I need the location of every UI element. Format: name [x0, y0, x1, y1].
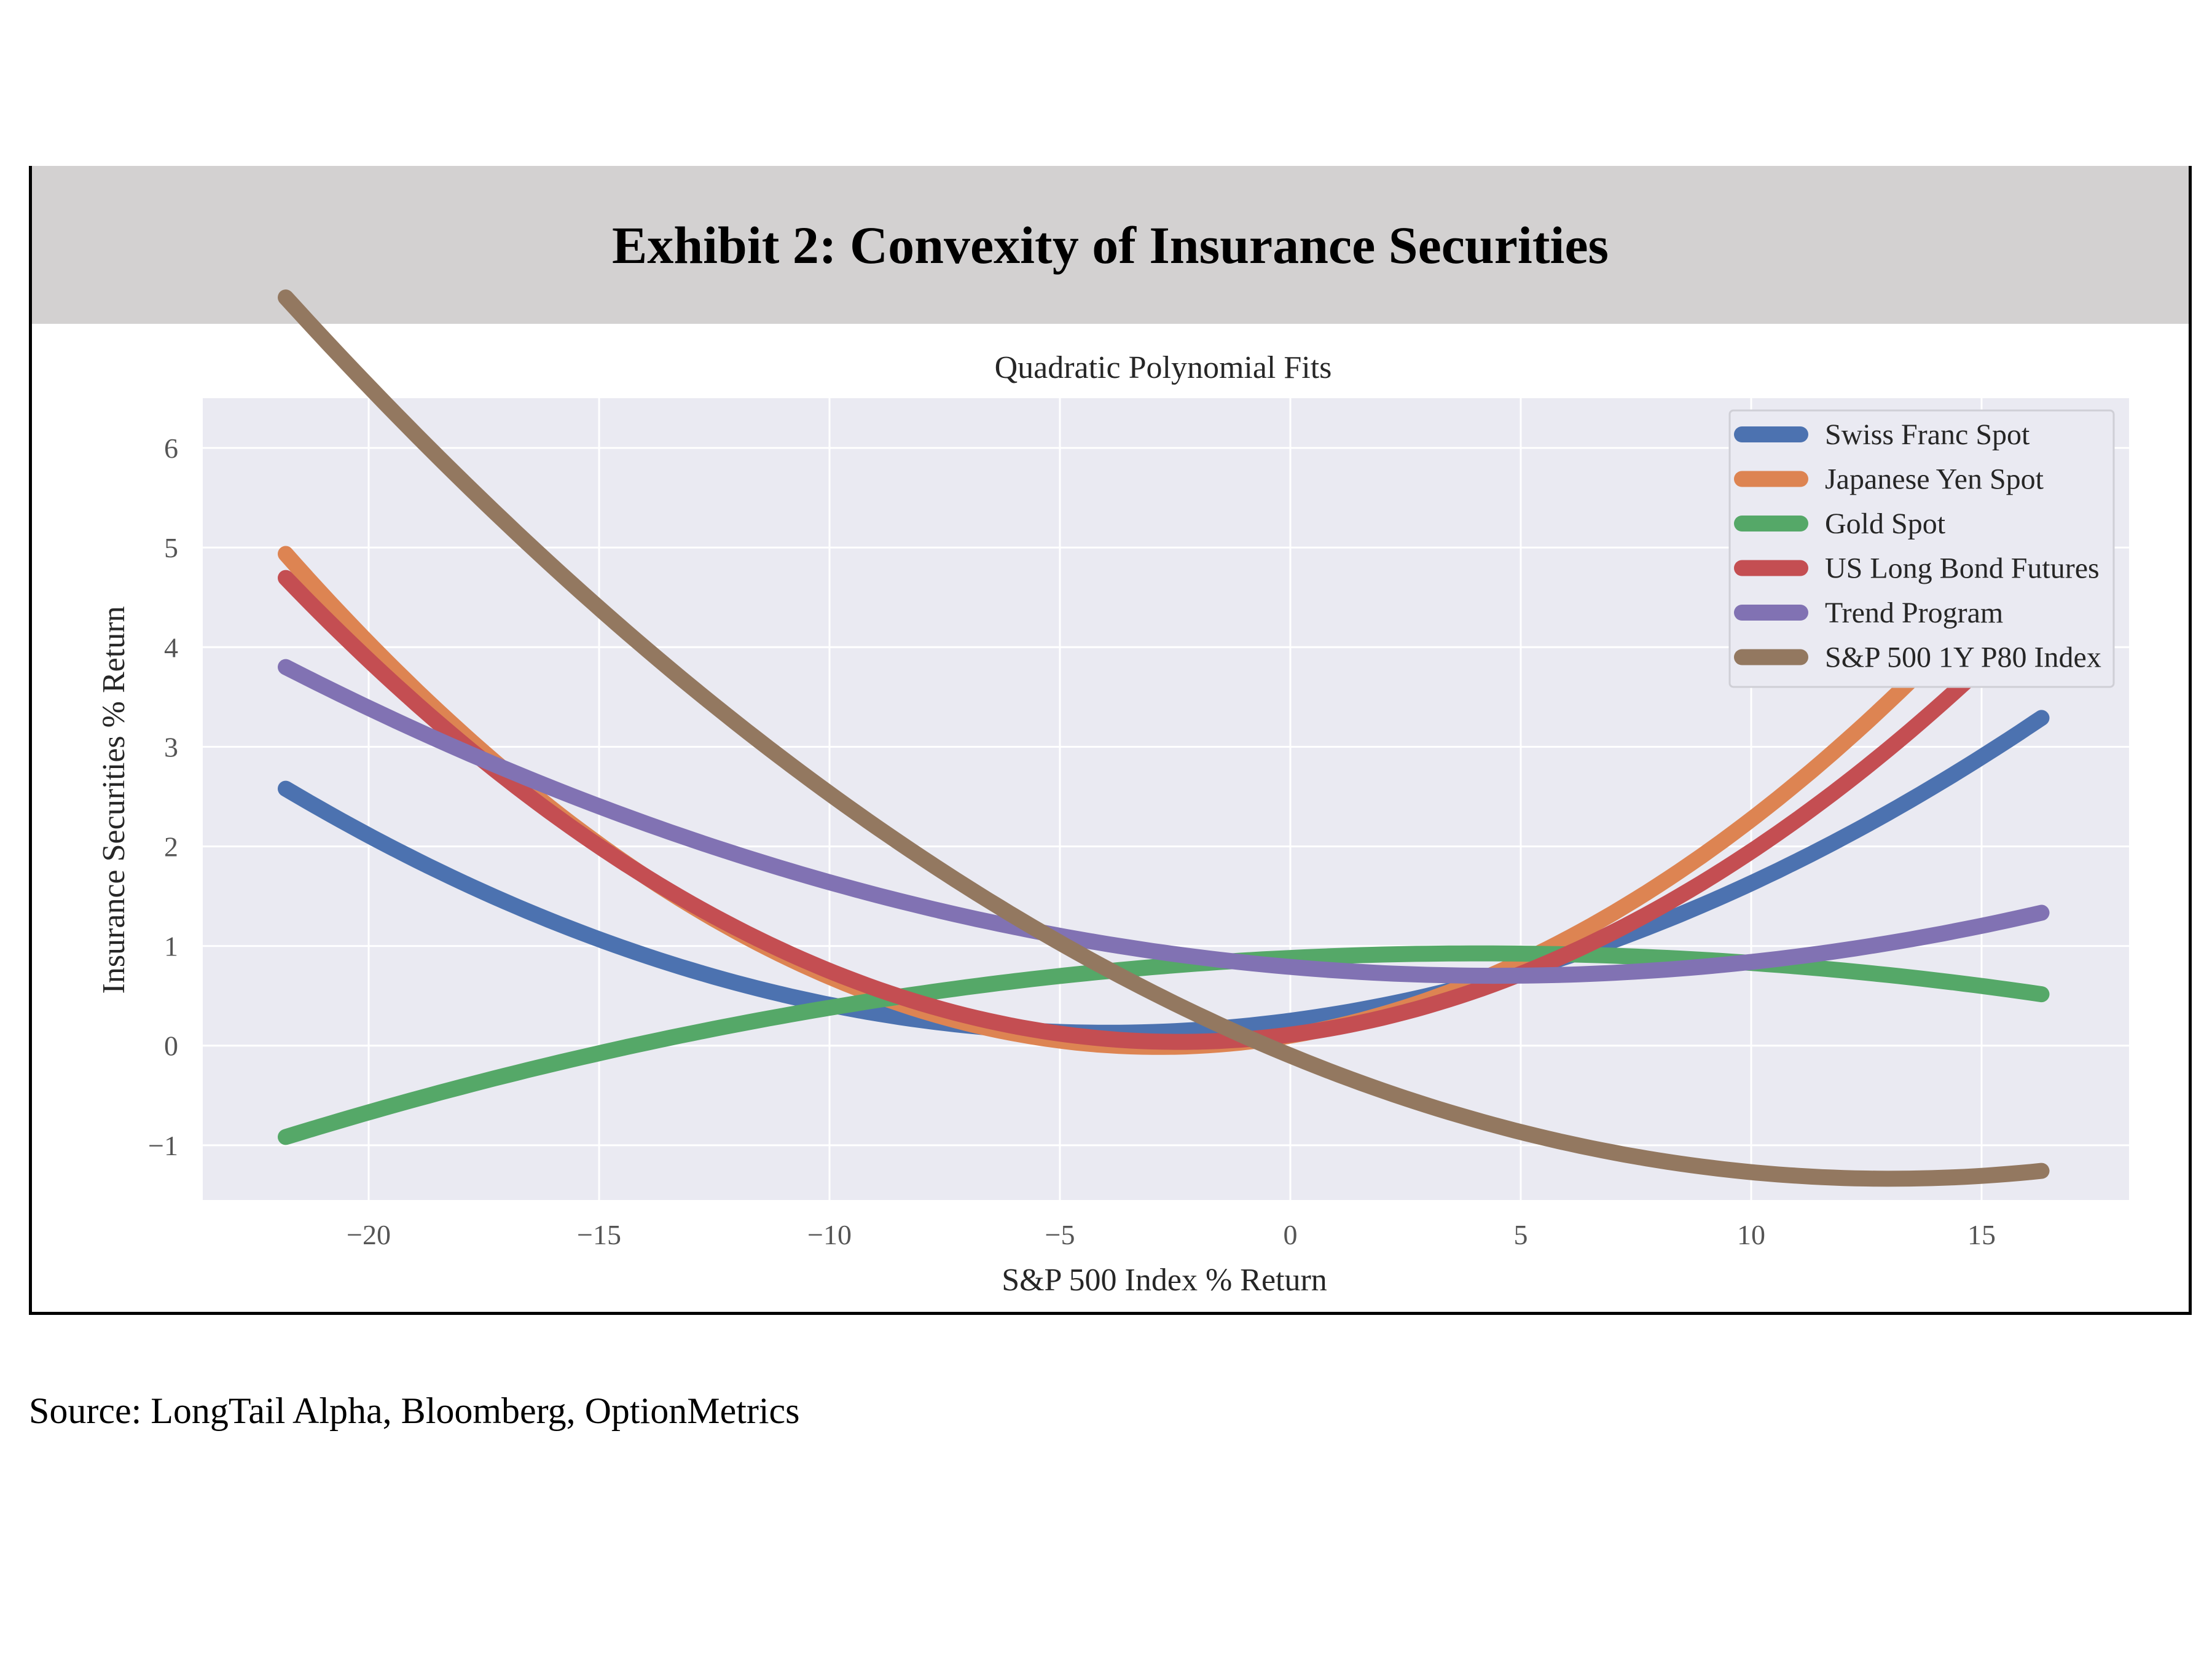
x-tick-label: −15 — [577, 1219, 621, 1250]
x-tick-label: −5 — [1045, 1219, 1075, 1250]
x-tick-label: 0 — [1284, 1219, 1298, 1250]
y-axis-label: Insurance Securities % Return — [96, 606, 131, 994]
x-axis-label: S&P 500 Index % Return — [1002, 1263, 1327, 1298]
exhibit-header: Exhibit 2: Convexity of Insurance Securi… — [32, 166, 2189, 324]
y-tick-label: 6 — [164, 433, 178, 464]
x-tick-label: 10 — [1737, 1219, 1765, 1250]
y-tick-label: 5 — [164, 532, 178, 563]
x-tick-label: 15 — [1967, 1219, 1996, 1250]
chart-title: Quadratic Polynomial Fits — [995, 350, 1332, 385]
y-tick-label: 4 — [164, 632, 178, 663]
legend: Swiss Franc Spot Japanese Yen Spot Gold Sp… — [1728, 409, 2115, 688]
legend-label: Swiss Franc Spot — [1825, 418, 2030, 451]
y-tick-label: 2 — [164, 831, 178, 863]
y-tick-label: 1 — [164, 931, 178, 962]
legend-label: S&P 500 1Y P80 Index — [1825, 641, 2101, 674]
legend-label: Gold Spot — [1825, 508, 1946, 540]
series-line-4 — [278, 659, 2050, 984]
source-note: Source: LongTail Alpha, Bloomberg, Optio… — [29, 1390, 800, 1431]
y-tick-label: 0 — [164, 1030, 178, 1062]
legend-label: US Long Bond Futures — [1825, 552, 2100, 585]
exhibit-title: Exhibit 2: Convexity of Insurance Securi… — [611, 215, 1609, 275]
series-line-3 — [278, 570, 2050, 1050]
y-tick-label: 3 — [164, 731, 178, 763]
series-line-5 — [278, 289, 2050, 1187]
x-tick-label: 5 — [1514, 1219, 1528, 1250]
series-line-0 — [278, 710, 2050, 1041]
legend-box — [1728, 409, 2115, 688]
legend-label: Trend Program — [1825, 597, 2003, 629]
series-lines — [278, 289, 2050, 1187]
x-tick-label: −20 — [347, 1219, 391, 1250]
legend-label: Japanese Yen Spot — [1825, 463, 2044, 496]
y-tick-label: −1 — [148, 1130, 178, 1161]
x-tick-label: −10 — [807, 1219, 852, 1250]
